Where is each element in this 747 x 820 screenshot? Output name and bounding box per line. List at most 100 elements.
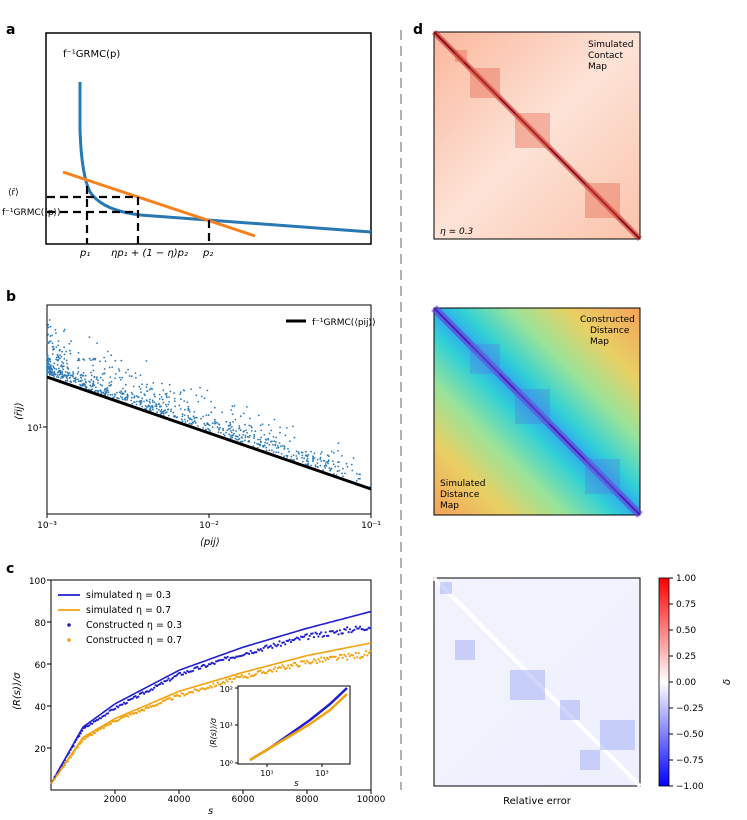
constructed-point xyxy=(312,636,316,639)
scatter-point xyxy=(209,430,212,432)
scatter-point xyxy=(118,370,121,372)
scatter-point xyxy=(150,387,152,390)
scatter-point xyxy=(206,423,209,426)
contact-map-label-1: Simulated xyxy=(588,40,633,50)
scatter-point xyxy=(47,333,50,336)
colorbar-label: δ xyxy=(722,679,733,685)
constructed-point xyxy=(288,638,291,641)
scatter-point xyxy=(355,480,358,482)
scatter-point xyxy=(104,388,106,391)
scatter-point xyxy=(278,442,281,444)
scatter-point xyxy=(165,405,168,408)
scatter-point xyxy=(267,438,270,441)
scatter-point xyxy=(72,371,74,373)
scatter-point xyxy=(319,453,322,455)
scatter-point xyxy=(68,377,71,379)
scatter-point xyxy=(248,424,251,427)
constructed-point xyxy=(282,641,285,644)
constructed-point xyxy=(347,652,350,655)
constructed-point xyxy=(348,628,352,631)
scatter-point xyxy=(95,378,98,380)
constructed-point xyxy=(160,701,163,704)
scatter-point xyxy=(138,385,141,388)
scatter-point xyxy=(172,411,175,414)
scatter-point xyxy=(70,381,73,383)
scatter-point xyxy=(214,422,217,425)
constructed-point xyxy=(59,765,62,768)
scatter-point xyxy=(52,345,55,348)
scatter-point xyxy=(108,382,111,384)
scatter-point xyxy=(301,456,303,459)
scatter-point xyxy=(46,358,49,361)
constructed-point xyxy=(186,692,189,696)
scatter-point xyxy=(342,475,344,478)
scatter-point xyxy=(79,374,82,376)
scatter-point xyxy=(328,467,331,469)
constructed-point xyxy=(167,677,170,680)
scatter-point xyxy=(168,396,171,398)
scatter-point xyxy=(210,400,213,403)
scatter-point xyxy=(107,391,110,394)
scatter-point xyxy=(330,450,333,453)
constructed-point xyxy=(176,673,179,676)
simulated-dist-label-2: Distance xyxy=(440,490,480,500)
scatter-point xyxy=(60,355,63,358)
scatter-point xyxy=(57,367,60,370)
scatter-point xyxy=(175,416,178,419)
scatter-point xyxy=(122,393,125,395)
scatter-point xyxy=(47,371,50,374)
scatter-point xyxy=(288,450,290,453)
scatter-point xyxy=(263,434,266,436)
scatter-point xyxy=(293,436,296,439)
scatter-point xyxy=(99,383,102,386)
scatter-point xyxy=(59,357,61,359)
scatter-point xyxy=(275,447,278,449)
scatter-point xyxy=(100,392,103,395)
scatter-point xyxy=(261,445,264,447)
constructed-point xyxy=(331,630,334,633)
scatter-point xyxy=(110,383,113,386)
scatter-point xyxy=(213,406,216,409)
constructed-point xyxy=(314,659,317,662)
constructed-point xyxy=(78,734,81,738)
contact-map-label-3: Map xyxy=(588,62,607,72)
scatter-point xyxy=(96,342,98,344)
scatter-point xyxy=(126,398,128,401)
scatter-point xyxy=(259,441,262,444)
scatter-point xyxy=(225,431,227,434)
constructed-point xyxy=(230,680,234,683)
constructed-point xyxy=(344,655,347,658)
scatter-point xyxy=(65,359,68,362)
legend-label-con-03: Constructed η = 0.3 xyxy=(86,620,182,631)
constructed-point xyxy=(246,676,249,679)
scatter-point xyxy=(77,380,80,383)
constructed-point xyxy=(134,695,137,698)
constructed-point xyxy=(311,632,314,635)
scatter-point xyxy=(306,460,309,463)
scatter-point xyxy=(58,349,61,352)
scatter-point xyxy=(148,388,151,391)
constructed-point xyxy=(281,664,284,667)
scatter-point xyxy=(167,414,170,417)
panel-a-xlabel-p2: p₂ xyxy=(202,248,213,259)
scatter-point xyxy=(331,460,334,463)
scatter-point xyxy=(192,415,195,418)
scatter-point xyxy=(77,351,80,354)
constructed-point xyxy=(171,698,174,701)
scatter-point xyxy=(151,401,154,403)
scatter-point xyxy=(141,397,144,400)
scatter-point xyxy=(173,400,176,402)
scatter-point xyxy=(121,396,123,399)
scatter-point xyxy=(81,374,84,377)
constructed-point xyxy=(223,682,226,685)
scatter-point xyxy=(350,463,353,466)
scatter-point xyxy=(218,428,221,431)
panel-b-ytick: 10¹ xyxy=(27,424,42,434)
inset-ytick-1: 10⁰ xyxy=(220,759,233,768)
panel-c-ytick-80: 80 xyxy=(35,619,47,629)
constructed-label-3: Map xyxy=(590,337,609,347)
scatter-point xyxy=(226,429,229,431)
constructed-point xyxy=(104,725,107,728)
constructed-point xyxy=(226,680,229,683)
panel-a-frame xyxy=(45,32,372,245)
